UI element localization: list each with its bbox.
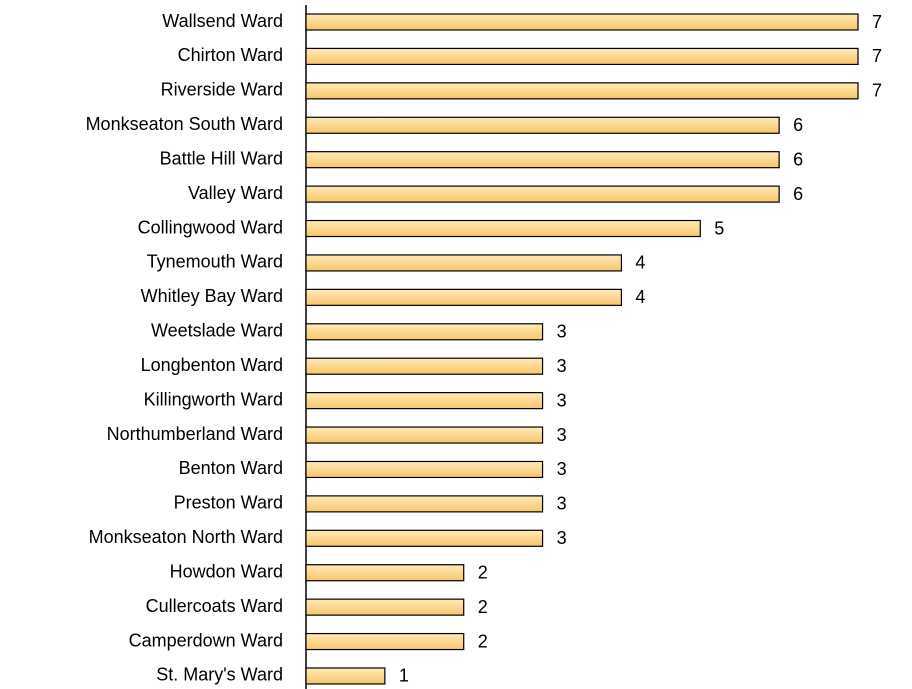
value-label: 6 — [793, 184, 803, 204]
category-label: Weetslade Ward — [151, 321, 283, 341]
category-label: Howdon Ward — [170, 561, 283, 581]
bar — [305, 151, 780, 169]
category-label: Tynemouth Ward — [147, 252, 283, 272]
bar — [305, 598, 465, 616]
bar — [305, 254, 623, 272]
value-label: 3 — [557, 425, 567, 445]
category-label: Monkseaton North Ward — [89, 527, 283, 547]
category-label: Monkseaton South Ward — [86, 114, 283, 134]
bar — [305, 185, 780, 203]
value-label: 7 — [872, 81, 882, 101]
category-label: Camperdown Ward — [129, 630, 283, 650]
bar — [305, 219, 701, 238]
value-label: 2 — [478, 562, 488, 582]
category-label: Whitley Bay Ward — [141, 286, 283, 306]
value-label: 7 — [872, 46, 882, 66]
bar — [305, 82, 859, 100]
value-label: 7 — [872, 12, 882, 32]
category-label: Valley Ward — [188, 183, 283, 203]
category-label: St. Mary's Ward — [156, 665, 283, 685]
value-label: 1 — [399, 666, 409, 686]
bar — [305, 564, 465, 582]
value-label: 4 — [635, 253, 645, 273]
value-label: 3 — [557, 356, 567, 376]
bar — [305, 13, 859, 31]
bar — [305, 460, 544, 479]
value-label: 5 — [714, 218, 724, 238]
value-label: 6 — [793, 115, 803, 135]
bar — [305, 632, 465, 651]
value-label: 2 — [478, 631, 488, 651]
value-label: 3 — [557, 459, 567, 479]
bar — [305, 426, 544, 444]
value-label: 4 — [635, 287, 645, 307]
value-label: 3 — [557, 390, 567, 410]
value-label: 3 — [557, 528, 567, 548]
category-label: Riverside Ward — [161, 80, 283, 100]
value-label: 2 — [478, 597, 488, 617]
category-label: Battle Hill Ward — [160, 148, 283, 168]
category-label: Wallsend Ward — [162, 11, 283, 31]
category-label: Collingwood Ward — [138, 217, 283, 237]
category-label: Cullercoats Ward — [146, 596, 283, 616]
bar — [305, 529, 544, 547]
bar — [305, 323, 544, 341]
category-label: Longbenton Ward — [141, 355, 283, 375]
category-label: Chirton Ward — [178, 45, 283, 65]
bar — [305, 392, 544, 410]
category-label: Northumberland Ward — [107, 424, 283, 444]
value-label: 6 — [793, 149, 803, 169]
bar — [305, 667, 386, 685]
value-label: 3 — [557, 322, 567, 342]
category-label: Benton Ward — [179, 458, 283, 478]
bar — [305, 47, 859, 66]
bar — [305, 116, 780, 134]
bar — [305, 288, 623, 306]
value-label: 3 — [557, 494, 567, 514]
category-label: Preston Ward — [174, 493, 283, 513]
category-label: Killingworth Ward — [144, 389, 283, 409]
bar — [305, 495, 544, 513]
bar — [305, 357, 544, 375]
